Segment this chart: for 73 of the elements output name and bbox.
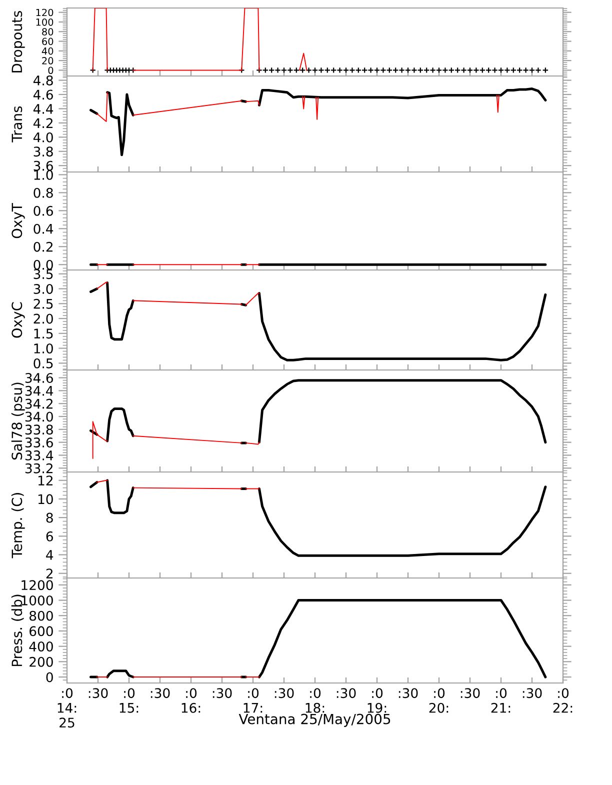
y-tick-label: 60	[42, 38, 54, 46]
y-tick-label: 34.2	[25, 398, 52, 409]
y-tick-label: 2.5	[34, 298, 53, 309]
y-axis-title: Temp. (C)	[11, 493, 25, 558]
y-tick-label: 1000	[22, 595, 53, 606]
y-tick-label: 33.2	[25, 463, 52, 474]
y-tick-label: 34.0	[25, 412, 53, 422]
x-tick-label: :0 18:	[306, 688, 324, 713]
x-tick-label: :0 14: 25	[58, 688, 76, 728]
y-tick-label: 120	[36, 8, 54, 16]
y-tick-label: 3.8	[34, 146, 53, 157]
y-tick-label: 2	[46, 568, 52, 578]
y-tick-label: 20	[42, 57, 54, 64]
y-axis-title: Sal78 (psu)	[11, 382, 25, 460]
y-tick-label: 1.5	[34, 328, 53, 339]
y-tick-label: 3.6	[34, 160, 53, 171]
x-tick-label: :0 17:	[244, 688, 262, 713]
x-tick-label: :0 22:	[553, 688, 572, 713]
y-axis-title: Press. (db)	[11, 594, 24, 666]
y-tick-label: 800	[30, 610, 53, 621]
y-tick-label: 6	[46, 531, 53, 542]
x-tick-label: :30	[460, 688, 480, 698]
y-tick-label: 33.4	[25, 450, 54, 460]
x-tick-label: :0 19:	[368, 688, 386, 713]
y-tick-label: 8	[46, 512, 53, 523]
y-tick-label: 4.6	[33, 90, 53, 100]
y-tick-label: 10	[38, 494, 53, 504]
y-tick-label: 33.8	[25, 424, 53, 435]
y-axis-title: Dropouts	[12, 10, 25, 72]
x-tick-label: :30	[398, 688, 418, 698]
y-tick-label: 12	[38, 476, 52, 486]
y-tick-label: 3.5	[34, 269, 53, 280]
y-tick-label: 4	[46, 550, 54, 560]
y-tick-label: 0.8	[34, 188, 53, 198]
y-tick-label: 80	[42, 28, 54, 36]
y-tick-label: 0.5	[34, 358, 53, 368]
y-tick-label: 3.0	[34, 284, 53, 294]
y-tick-label: 600	[30, 626, 53, 636]
y-tick-label: 34.4	[25, 386, 54, 396]
y-tick-label: 1200	[22, 580, 53, 590]
y-tick-label: 0.0	[34, 260, 53, 270]
x-tick-label: :30	[274, 688, 294, 698]
x-tick-label: :30	[150, 688, 170, 698]
y-tick-label: 0.6	[34, 206, 53, 216]
y-tick-label: 100	[36, 18, 54, 26]
x-tick-label: :30	[88, 688, 108, 698]
y-tick-label: 0.4	[34, 224, 54, 234]
x-tick-label: :0 21:	[491, 688, 510, 713]
y-tick-label: 1.0	[34, 170, 53, 180]
y-tick-label: 1.0	[34, 343, 53, 354]
x-tick-label: :0 20:	[429, 688, 448, 713]
x-tick-label: :30	[212, 688, 232, 698]
y-axis-title: OxyT	[12, 203, 25, 238]
y-tick-label: 200	[30, 656, 53, 667]
y-tick-label: 34.6	[25, 372, 53, 383]
y-tick-label: 0.2	[34, 242, 52, 252]
x-tick-label: :30	[522, 688, 542, 698]
y-tick-label: 400	[29, 642, 53, 652]
y-axis-title: Trans	[12, 106, 22, 142]
x-axis-title: Ventana 25/May/2005	[238, 714, 390, 727]
y-tick-label: 33.6	[25, 438, 53, 448]
x-tick-label: :0 16:	[182, 688, 200, 713]
x-tick-label: :30	[336, 688, 356, 698]
y-tick-label: 0	[48, 66, 54, 74]
y-tick-label: 4.8	[33, 75, 53, 86]
y-tick-label: 4.2	[33, 118, 52, 128]
y-tick-label: 4.0	[33, 132, 53, 142]
y-tick-label: 4.4	[33, 104, 54, 114]
y-tick-label: 0	[46, 672, 53, 682]
y-axis-title: OxyC	[12, 302, 25, 338]
x-tick-label: :0 15:	[120, 688, 138, 713]
y-tick-label: 40	[42, 47, 54, 55]
y-tick-label: 2.0	[34, 314, 53, 324]
